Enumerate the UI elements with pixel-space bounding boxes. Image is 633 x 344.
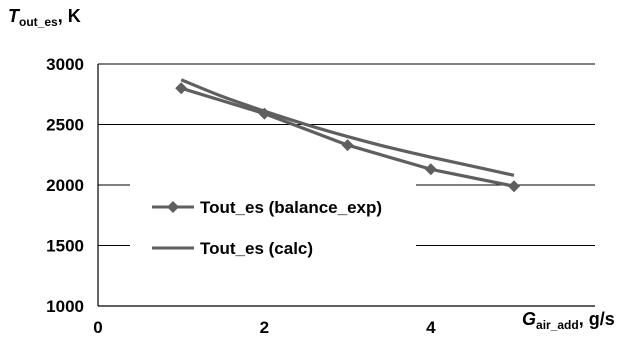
y-axis-title: Tout_es, K: [8, 6, 81, 29]
y-tick-labels: 1000 1500 2000 2500 3000: [46, 55, 84, 316]
y-tick-label-2000: 2000: [46, 176, 84, 195]
legend-marker-diamond: [167, 201, 179, 213]
x-axis-unit: , g/s: [579, 309, 615, 329]
x-tick-label-0: 0: [93, 318, 102, 337]
x-axis-title: Gair_add, g/s: [522, 309, 615, 332]
series-0-point-0: [175, 82, 188, 95]
y-tick-label-1000: 1000: [46, 297, 84, 316]
axes: [97, 64, 595, 307]
series-layer: [175, 78, 520, 193]
legend-label-calc: Tout_es (calc): [200, 239, 313, 258]
x-tick-label-4: 4: [426, 318, 436, 337]
x-axis-subscript: air_add: [536, 318, 579, 332]
y-tick-label-2500: 2500: [46, 116, 84, 135]
legend-label-balance-exp: Tout_es (balance_exp): [200, 198, 382, 217]
y-axis-symbol: T: [8, 6, 21, 26]
x-tick-labels: 0 2 4: [93, 318, 436, 337]
y-tick-label-3000: 3000: [46, 55, 84, 74]
series-0-point-2: [341, 139, 354, 152]
legend-background: [130, 180, 416, 274]
series-line-1: [180, 78, 515, 177]
y-tick-label-1500: 1500: [46, 237, 84, 256]
x-axis-symbol: G: [522, 309, 536, 329]
series-0-point-4: [508, 180, 520, 193]
series-0-point-3: [424, 163, 437, 176]
legend: Tout_es (balance_exp) Tout_es (calc): [130, 180, 416, 274]
y-axis-subscript: out_es: [19, 15, 58, 29]
y-axis-unit: , K: [58, 6, 81, 26]
x-tick-label-2: 2: [260, 318, 269, 337]
